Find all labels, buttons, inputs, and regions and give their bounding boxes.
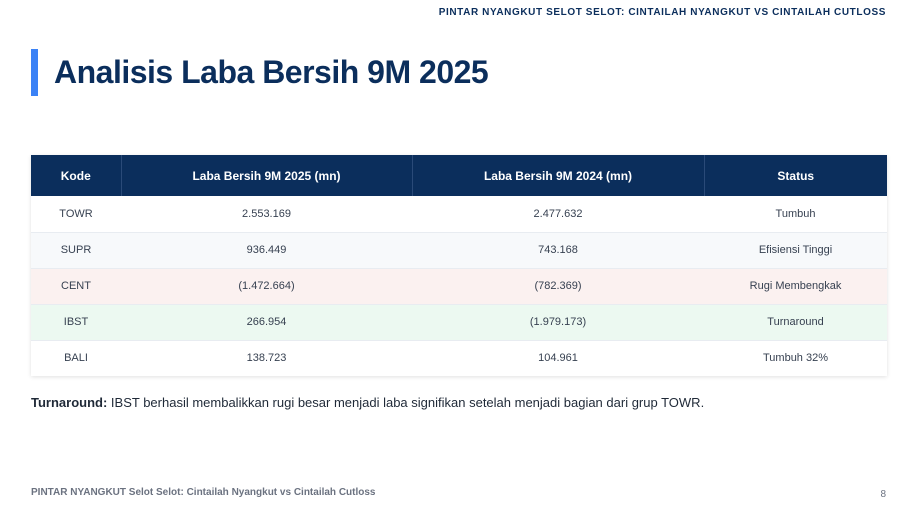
- cell-laba-2025: 138.723: [246, 352, 287, 365]
- cell-kode: SUPR: [60, 244, 92, 256]
- column-header-kode: Kode: [31, 155, 122, 196]
- cell-kode: IBST: [63, 316, 89, 328]
- profit-table-container: Kode Laba Bersih 9M 2025 (mn) Laba Bersi…: [31, 155, 887, 376]
- page-number: 8: [880, 489, 886, 500]
- cell-status: Tumbuh: [775, 207, 816, 220]
- table-row: SUPR 936.449 743.168 Efisiensi Tinggi: [31, 232, 887, 268]
- page-title: Analisis Laba Bersih 9M 2025: [54, 54, 489, 90]
- column-header-status: Status: [777, 168, 815, 183]
- column-header-laba-2025: Laba Bersih 9M 2025 (mn): [121, 155, 413, 196]
- profit-table: Kode Laba Bersih 9M 2025 (mn) Laba Bersi…: [31, 155, 887, 376]
- footer-title: PINTAR NYANGKUT Selot Selot: Cintailah N…: [31, 487, 376, 498]
- cell-laba-2025: 266.954: [246, 316, 287, 328]
- cell-laba-2024: (782.369): [534, 280, 582, 292]
- note-label: Turnaround:: [31, 395, 108, 410]
- top-header-title: PINTAR NYANGKUT SELOT SELOT: CINTAILAH N…: [438, 7, 886, 18]
- cell-status: Rugi Membengkak: [749, 280, 842, 292]
- table-row: TOWR 2.553.169 2.477.632 Tumbuh: [31, 196, 887, 232]
- table-row: IBST 266.954 (1.979.173) Turnaround: [31, 304, 887, 340]
- cell-laba-2025: (1.472.664): [238, 280, 295, 292]
- title-accent-bar: [31, 49, 38, 96]
- cell-kode: TOWR: [59, 207, 93, 220]
- cell-laba-2024: 104.961: [538, 352, 578, 365]
- cell-status: Tumbuh 32%: [762, 352, 829, 365]
- cell-laba-2024: 743.168: [538, 244, 578, 256]
- table-row: CENT (1.472.664) (782.369) Rugi Membengk…: [31, 268, 887, 304]
- turnaround-note: Turnaround: IBST berhasil membalikkan ru…: [31, 395, 704, 410]
- cell-kode: BALI: [64, 352, 88, 365]
- table-row: BALI 138.723 104.961 Tumbuh 32%: [31, 340, 887, 376]
- note-text: IBST berhasil membalikkan rugi besar men…: [107, 395, 705, 410]
- cell-laba-2025: 936.449: [246, 244, 287, 256]
- cell-kode: CENT: [61, 280, 91, 292]
- table-header-row: Kode Laba Bersih 9M 2025 (mn) Laba Bersi…: [31, 155, 887, 196]
- cell-laba-2025: 2.553.169: [242, 207, 291, 220]
- cell-laba-2024: (1.979.173): [529, 316, 587, 328]
- cell-laba-2024: 2.477.632: [533, 207, 583, 220]
- cell-status: Efisiensi Tinggi: [758, 244, 833, 256]
- column-header-laba-2024: Laba Bersih 9M 2024 (mn): [412, 155, 705, 196]
- cell-status: Turnaround: [767, 316, 824, 328]
